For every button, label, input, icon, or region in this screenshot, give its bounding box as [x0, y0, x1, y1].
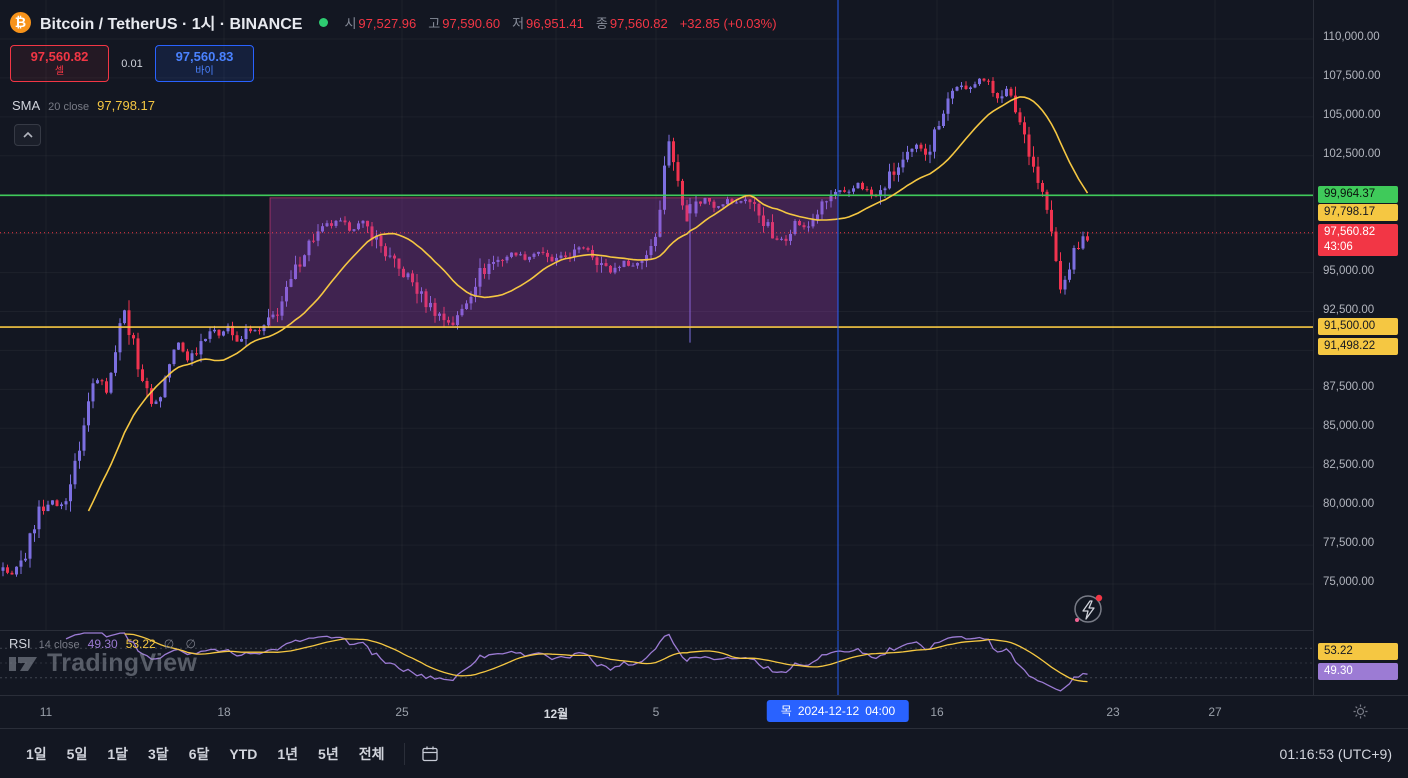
buy-label: 바이 [195, 65, 214, 77]
indicator-params: 20 close [48, 101, 90, 113]
symbol-title[interactable]: Bitcoin / TetherUS · 1시 · BINANCE [40, 16, 303, 33]
indicator-name: SMA [12, 98, 41, 113]
crosshair-date-badge: 목 2024-12-12 04:00 [766, 700, 910, 722]
price-badge: 99,964.37 [1318, 186, 1398, 204]
range-button-1달[interactable]: 1달 [97, 739, 138, 769]
time-tick: 12월 [543, 707, 569, 721]
rsi-indicator-chart[interactable] [0, 631, 1313, 695]
spread-value: 0.01 [121, 57, 143, 70]
rsi-params: 14 close [38, 639, 80, 651]
time-tick: 5 [652, 705, 660, 719]
rsi-value-badge: 49.30 [1318, 663, 1398, 681]
price-tick: 92,500.00 [1323, 303, 1375, 316]
time-tick: 11 [39, 705, 53, 719]
calendar-icon [422, 746, 439, 761]
price-tick: 107,500.00 [1323, 69, 1381, 82]
buy-price: 97,560.83 [175, 49, 234, 65]
sma-indicator-row[interactable]: SMA 20 close 97,798.17 [12, 98, 155, 113]
ohlc-low: 저 96,951.41 [512, 15, 584, 31]
candlestick-chart[interactable] [0, 0, 1313, 630]
ohlc-open: 시 97,527.96 [344, 15, 417, 31]
quick-trade-button[interactable] [1072, 591, 1106, 625]
price-tick: 82,500.00 [1323, 459, 1375, 472]
price-axis[interactable]: 110,000.00 107,500.00 105,000.00 102,500.00… [1313, 0, 1408, 695]
time-tick: 27 [1208, 705, 1222, 719]
lightning-icon [1074, 594, 1103, 623]
rsi-value: 49.30 [87, 637, 118, 651]
market-status-dot [319, 17, 329, 27]
axis-settings-button[interactable] [1352, 703, 1369, 725]
price-tick: 105,000.00 [1323, 108, 1381, 121]
time-tick: 25 [395, 705, 409, 719]
range-button-6달[interactable]: 6달 [179, 739, 220, 769]
countdown-timer: 43:06 [1324, 240, 1353, 253]
price-badge: 97,798.17 [1318, 203, 1398, 221]
range-button-YTD[interactable]: YTD [219, 741, 267, 767]
rsi-empty-values: ∅ ∅ [163, 637, 200, 651]
price-tick: 80,000.00 [1323, 498, 1375, 511]
time-axis[interactable]: 11 18 25 12월 5 16 23 27 목 2024-12-12 04:00 [0, 695, 1408, 728]
collapse-legend-button[interactable] [14, 124, 41, 146]
toolbar-divider [404, 742, 406, 765]
price-tick: 77,500.00 [1323, 537, 1375, 550]
price-tick: 110,000.00 [1323, 31, 1380, 43]
toolbar-clock[interactable]: 01:16:53 (UTC+9) [1279, 745, 1392, 762]
rsi-name: RSI [9, 636, 31, 651]
indicator-value: 97,798.17 [97, 98, 155, 113]
sell-button[interactable]: 97,560.82 셀 [10, 45, 109, 82]
goto-date-button[interactable] [415, 741, 445, 767]
time-tick: 16 [930, 705, 944, 719]
price-badge: 91,500.00 [1318, 318, 1398, 336]
price-tick: 102,500.00 [1323, 147, 1381, 160]
price-tick: 95,000.00 [1323, 264, 1375, 277]
pane-separator[interactable] [0, 630, 1408, 631]
bottom-toolbar: 1일 5일 1달 3달 6달 YTD 1년 5년 전체 01:16:53 (UTC+9) [0, 728, 1408, 778]
rsi-ma-value: 53.22 [125, 637, 156, 651]
price-tick: 87,500.00 [1323, 381, 1375, 394]
gear-icon [1353, 704, 1368, 719]
ohlc-values: 시 97,527.96 고 97,590.60 저 96,951.41 종 97,560… [344, 13, 776, 32]
buy-button[interactable]: 97,560.83 바이 [155, 45, 254, 82]
bitcoin-icon: ₿ [10, 11, 31, 33]
range-button-5일[interactable]: 5일 [57, 739, 98, 769]
sell-label: 셀 [54, 65, 65, 77]
sell-price: 97,560.82 [30, 49, 89, 65]
price-tick: 75,000.00 [1323, 576, 1375, 588]
rsi-indicator-row[interactable]: RSI 14 close 49.30 53.22 ∅ ∅ [9, 636, 200, 651]
chevron-up-icon [22, 131, 33, 138]
ohlc-close: 종 97,560.82 [595, 15, 668, 31]
price-change: +32.85 (+0.03%) [679, 15, 777, 31]
rsi-ma-badge: 53.22 [1318, 643, 1398, 661]
price-tick: 85,000.00 [1323, 420, 1375, 433]
range-button-1일[interactable]: 1일 [16, 739, 57, 769]
range-button-1년[interactable]: 1년 [267, 739, 308, 769]
ohlc-high: 고 97,590.60 [428, 15, 501, 31]
price-badge: 91,498.22 [1318, 338, 1398, 356]
price-badge: 97,560.82 43:06 [1318, 223, 1398, 256]
trade-panel: 97,560.82 셀 0.01 97,560.83 바이 [10, 45, 254, 82]
range-button-3달[interactable]: 3달 [138, 739, 179, 769]
range-button-전체[interactable]: 전체 [349, 739, 395, 769]
time-tick: 18 [217, 705, 231, 719]
time-tick: 23 [1106, 705, 1120, 719]
symbol-header: ₿ Bitcoin / TetherUS · 1시 · BINANCE 시 97,… [10, 10, 777, 34]
range-button-5년[interactable]: 5년 [308, 739, 349, 769]
